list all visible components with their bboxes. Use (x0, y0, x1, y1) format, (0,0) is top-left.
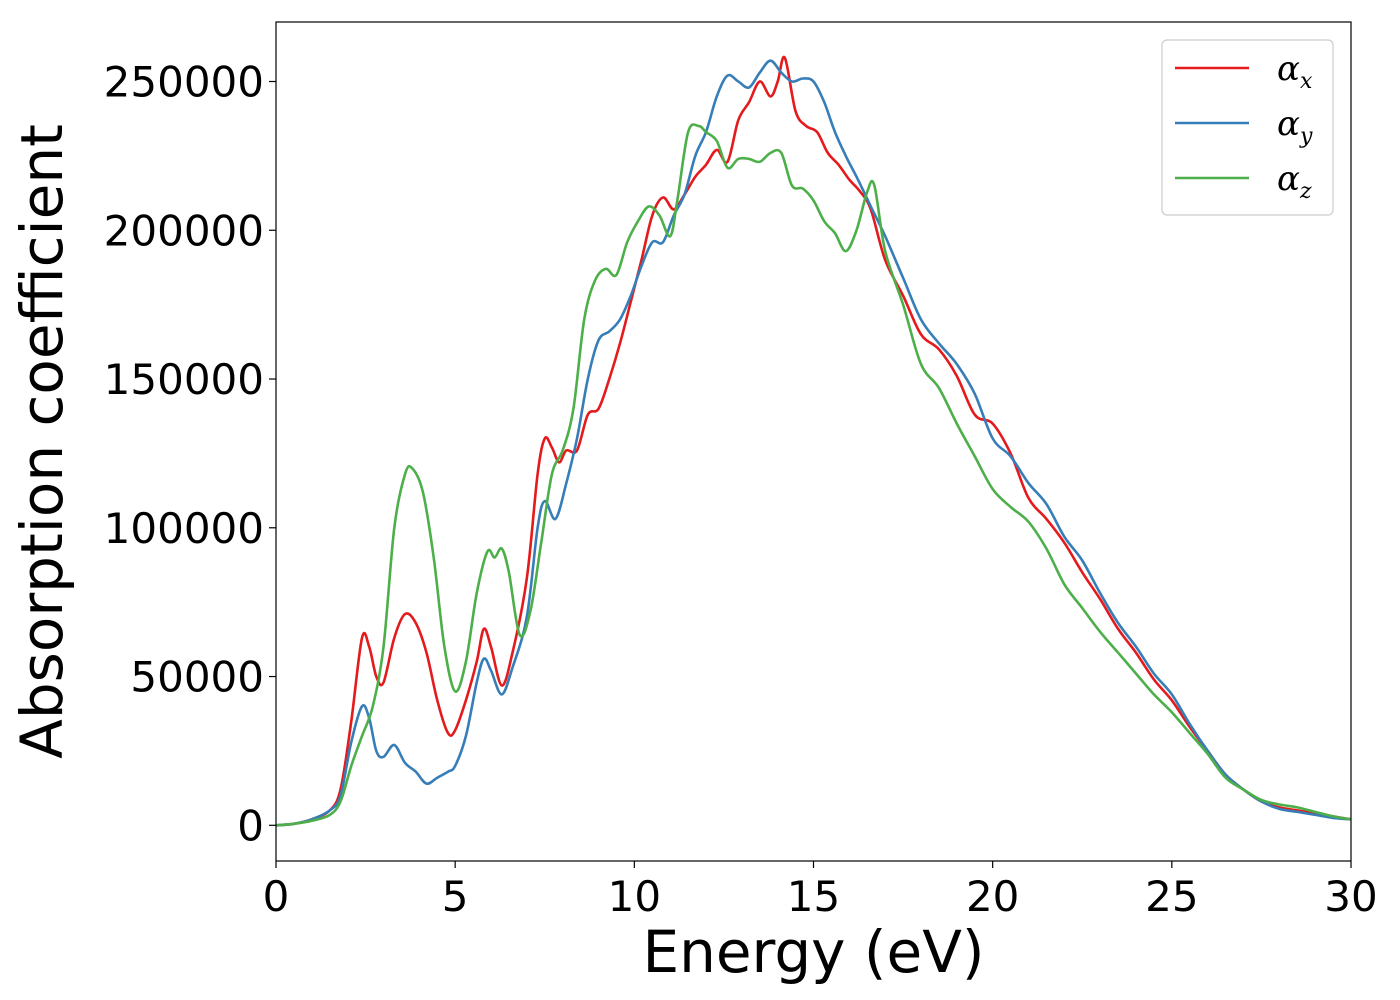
x-tick-label: 5 (442, 872, 469, 921)
x-tick-label: 0 (263, 872, 290, 921)
legend: αx αy αz (1161, 39, 1334, 216)
series-line-z (275, 123, 1352, 827)
y-tick-label: 150000 (104, 355, 264, 404)
x-tick-label: 25 (1145, 872, 1198, 921)
series-line-y (275, 59, 1352, 827)
legend-box (1161, 39, 1334, 216)
y-tick-label: 100000 (104, 504, 264, 553)
legend-label-x: αx (1277, 49, 1313, 94)
x-tick-label: 15 (787, 872, 840, 921)
y-tick-label: 250000 (104, 58, 264, 107)
y-axis-title: Absorption coefficient (8, 124, 76, 759)
legend-label-z: αz (1277, 159, 1312, 204)
series-line-x (275, 55, 1352, 827)
x-tick-label: 30 (1324, 872, 1377, 921)
x-axis-title: Energy (eV) (642, 918, 984, 986)
y-tick-label: 50000 (130, 653, 264, 702)
x-tick-label: 20 (966, 872, 1019, 921)
y-tick-label: 0 (237, 801, 264, 850)
x-axis: 0 5 10 15 20 25 30 (263, 861, 1378, 921)
x-tick-label: 10 (608, 872, 661, 921)
plot-lines (275, 55, 1352, 827)
legend-label-y: αy (1277, 104, 1313, 149)
y-axis: 0 50000 100000 150000 200000 250000 (104, 58, 276, 850)
y-tick-label: 200000 (104, 206, 264, 255)
